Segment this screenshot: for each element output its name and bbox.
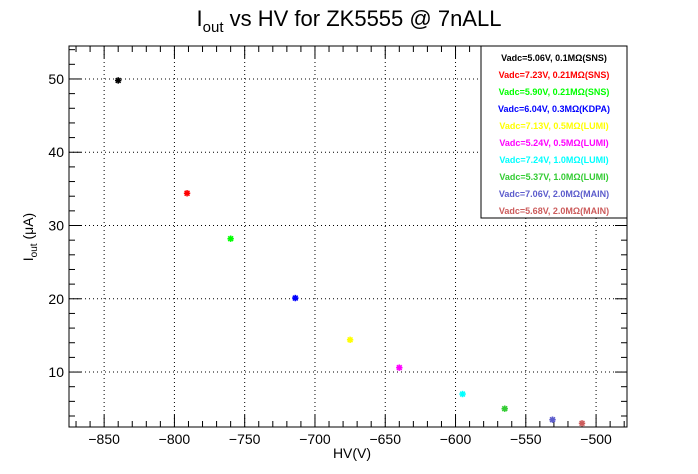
x-tick-label: −700 bbox=[299, 431, 331, 447]
data-point bbox=[227, 235, 234, 242]
legend-entry: Vadc=7.06V, 2.0MΩ(MAIN) bbox=[499, 189, 609, 199]
data-point-stroke bbox=[549, 416, 556, 423]
y-axis-title-sub: out bbox=[29, 243, 40, 257]
data-point-stroke bbox=[115, 77, 122, 84]
data-point bbox=[578, 420, 586, 427]
chart-title-rest: vs HV for ZK5555 @ 7nALL bbox=[224, 6, 502, 31]
x-tick-label: −750 bbox=[229, 431, 261, 447]
y-tick-label: 50 bbox=[48, 71, 64, 87]
x-tick-label: −500 bbox=[580, 431, 612, 447]
x-axis-title: HV(V) bbox=[333, 445, 371, 461]
y-tick-label: 20 bbox=[48, 291, 64, 307]
data-point-stroke bbox=[579, 420, 585, 427]
data-point bbox=[346, 336, 354, 344]
legend-entry: Vadc=5.68V, 2.0MΩ(MAIN) bbox=[499, 206, 609, 216]
legend-entry: Vadc=5.24V, 0.5MΩ(LUMI) bbox=[499, 138, 608, 148]
plot-frame bbox=[68, 45, 628, 428]
x-tick-label: −600 bbox=[440, 431, 472, 447]
legend-entry: Vadc=5.37V, 1.0MΩ(LUMI) bbox=[499, 172, 608, 182]
legend-entry: Vadc=7.24V, 1.0MΩ(LUMI) bbox=[499, 155, 608, 165]
legend-entries: Vadc=5.06V, 0.1MΩ(SNS) Vadc=7.23V, 0.21MΩ… bbox=[498, 53, 610, 216]
y-axis-title: Iout (μA) bbox=[20, 213, 40, 261]
y-axis-title-rest: (μA) bbox=[20, 213, 36, 244]
tick-labels: −850 −800 −750 −700 −650 −600 −550 −500 10 20 30 40… bbox=[48, 71, 612, 447]
data-points bbox=[114, 77, 586, 427]
data-point bbox=[501, 405, 508, 412]
legend-entry: Vadc=6.04V, 0.3MΩ(KDPA) bbox=[498, 104, 610, 114]
chart-title: Iout vs HV for ZK5555 @ 7nALL bbox=[197, 6, 502, 36]
x-tick-label: −650 bbox=[369, 431, 401, 447]
legend-entry: Vadc=5.90V, 0.21MΩ(SNS) bbox=[499, 87, 610, 97]
data-point-stroke bbox=[347, 336, 354, 343]
chart-title-main: I bbox=[197, 6, 203, 31]
data-point-stroke bbox=[396, 364, 403, 371]
legend-box bbox=[480, 45, 628, 219]
legend-entry: Vadc=7.23V, 0.21MΩ(SNS) bbox=[499, 70, 610, 80]
data-point bbox=[114, 77, 122, 84]
x-tick-label: −850 bbox=[88, 431, 120, 447]
data-point-stroke bbox=[184, 190, 191, 197]
chart-title-sub: out bbox=[203, 19, 225, 36]
y-tick-label: 10 bbox=[48, 364, 64, 380]
data-point bbox=[549, 416, 556, 423]
data-point bbox=[183, 190, 191, 197]
data-point-stroke bbox=[459, 391, 466, 397]
data-point-stroke bbox=[501, 405, 508, 412]
data-point bbox=[292, 294, 299, 302]
x-tick-label: −800 bbox=[159, 431, 191, 447]
data-point bbox=[459, 390, 466, 398]
legend: Vadc=5.06V, 0.1MΩ(SNS) Vadc=7.23V, 0.21MΩ… bbox=[480, 45, 628, 219]
data-point-stroke bbox=[227, 235, 234, 242]
data-point bbox=[396, 364, 403, 371]
y-axis-title-main: I bbox=[20, 257, 36, 261]
legend-entry: Vadc=5.06V, 0.1MΩ(SNS) bbox=[501, 53, 607, 63]
y-tick-label: 40 bbox=[48, 144, 64, 160]
legend-entry: Vadc=7.13V, 0.5MΩ(LUMI) bbox=[499, 121, 608, 131]
y-tick-label: 30 bbox=[48, 218, 64, 234]
data-point-stroke bbox=[292, 295, 299, 302]
x-tick-label: −550 bbox=[510, 431, 542, 447]
